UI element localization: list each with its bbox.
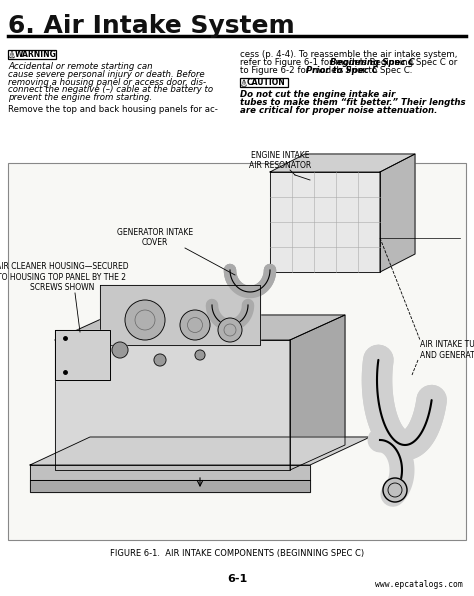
Text: Remove the top and back housing panels for ac-: Remove the top and back housing panels f… <box>8 105 218 114</box>
Text: Do not cut the engine intake air: Do not cut the engine intake air <box>240 91 395 100</box>
Polygon shape <box>290 315 345 470</box>
Circle shape <box>125 300 165 340</box>
Text: are critical for proper noise attenuation.: are critical for proper noise attenuatio… <box>240 106 438 115</box>
Text: !: ! <box>243 81 245 86</box>
Polygon shape <box>100 285 260 345</box>
Text: !: ! <box>11 52 13 58</box>
Text: cess (p. 4-4). To reassemble the air intake system,: cess (p. 4-4). To reassemble the air int… <box>240 50 457 59</box>
Polygon shape <box>11 52 13 57</box>
Text: connect the negative (–) cable at the battery to: connect the negative (–) cable at the ba… <box>8 85 213 94</box>
Text: GENERATOR INTAKE
COVER: GENERATOR INTAKE COVER <box>117 228 193 247</box>
Text: refer to Figure 6-1 for models Beginning Spec C or: refer to Figure 6-1 for models Beginning… <box>240 58 457 67</box>
Text: WARNING: WARNING <box>15 50 57 59</box>
Text: www.epcatalogs.com: www.epcatalogs.com <box>375 580 463 589</box>
Bar <box>240 79 288 88</box>
Polygon shape <box>30 480 310 492</box>
Text: AIR CLEANER HOUSING—SECURED
TO HOUSING TOP PANEL BY THE 2
SCREWS SHOWN: AIR CLEANER HOUSING—SECURED TO HOUSING T… <box>0 262 128 292</box>
Text: AIR INTAKE TUBE—ENGINE
AND GENERATOR: AIR INTAKE TUBE—ENGINE AND GENERATOR <box>420 340 474 360</box>
Polygon shape <box>270 154 415 172</box>
Polygon shape <box>270 172 380 272</box>
Circle shape <box>383 478 407 502</box>
Text: tubes to make them “fit better.” Their lengths: tubes to make them “fit better.” Their l… <box>240 98 465 107</box>
Text: 6. Air Intake System: 6. Air Intake System <box>8 14 295 38</box>
Polygon shape <box>55 330 110 380</box>
Polygon shape <box>30 437 370 465</box>
Polygon shape <box>243 81 246 85</box>
Polygon shape <box>55 340 290 470</box>
Polygon shape <box>10 51 14 57</box>
Text: Accidental or remote starting can: Accidental or remote starting can <box>8 62 153 71</box>
Text: Prior to Spec C: Prior to Spec C <box>306 66 378 74</box>
Text: Beginning Spec C: Beginning Spec C <box>330 58 415 67</box>
Text: CAUTION: CAUTION <box>247 79 286 88</box>
Bar <box>8 50 56 59</box>
Circle shape <box>218 318 242 342</box>
Bar <box>8 163 466 540</box>
Circle shape <box>112 342 128 358</box>
Polygon shape <box>55 315 345 340</box>
Text: to Figure 6-2 for models Prior to Spec C.: to Figure 6-2 for models Prior to Spec C… <box>240 66 412 74</box>
Text: prevent the engine from starting.: prevent the engine from starting. <box>8 93 152 102</box>
Circle shape <box>180 310 210 340</box>
Polygon shape <box>30 465 310 480</box>
Circle shape <box>154 354 166 366</box>
Text: cause severe personal injury or death. Before: cause severe personal injury or death. B… <box>8 70 205 79</box>
Polygon shape <box>242 80 246 86</box>
Text: 6-1: 6-1 <box>227 574 247 584</box>
Text: removing a housing panel or access door, dis-: removing a housing panel or access door,… <box>8 77 206 86</box>
Text: ENGINE INTAKE
AIR RESONATOR: ENGINE INTAKE AIR RESONATOR <box>249 151 311 170</box>
Circle shape <box>195 350 205 360</box>
Text: FIGURE 6-1.  AIR INTAKE COMPONENTS (BEGINNING SPEC C): FIGURE 6-1. AIR INTAKE COMPONENTS (BEGIN… <box>110 549 364 558</box>
Polygon shape <box>380 154 415 272</box>
